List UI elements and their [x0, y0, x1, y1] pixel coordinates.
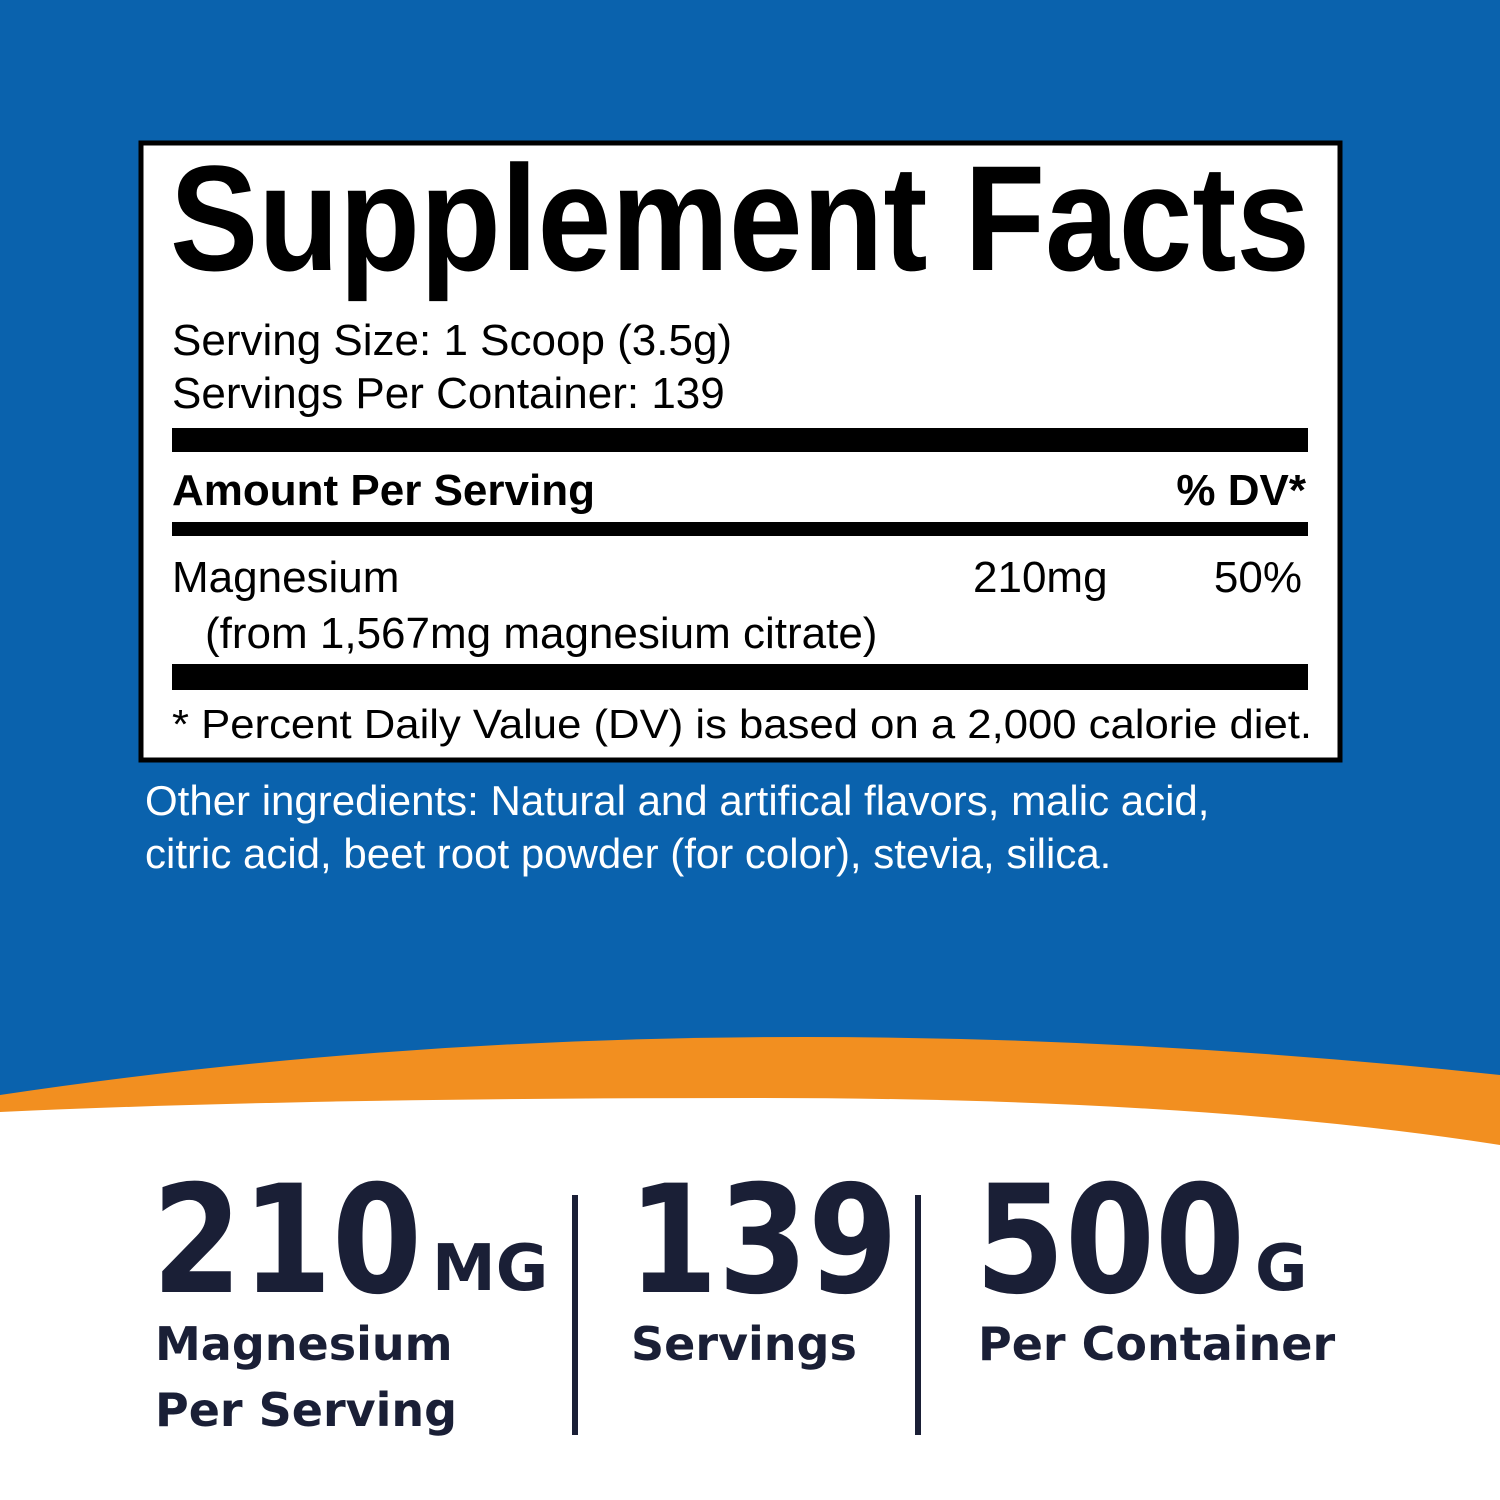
- nutrient-amount: 210mg: [973, 553, 1108, 602]
- label-title: Supplement Facts: [170, 134, 1310, 302]
- other-ingredients: citric acid, beet root powder (for color…: [145, 830, 1111, 877]
- nutrient-source: (from 1,567mg magnesium citrate): [205, 609, 877, 658]
- white-background: [0, 1098, 1500, 1500]
- nutrient-dv: 50%: [1214, 553, 1302, 602]
- divider: [572, 1195, 578, 1435]
- nutrient-name: Magnesium: [172, 553, 399, 602]
- servings-per-container: Servings Per Container: 139: [172, 369, 725, 418]
- thin-rule: [172, 522, 1308, 536]
- stat-caption: Magnesium: [155, 1317, 453, 1371]
- thick-rule: [172, 664, 1308, 690]
- other-ingredients: Other ingredients: Natural and artifical…: [145, 777, 1209, 824]
- stat-value: 210: [152, 1154, 422, 1328]
- stat-unit: MG: [432, 1232, 548, 1306]
- facts-label: Supplement Facts Serving Size: 1 Scoop (…: [138, 134, 1343, 763]
- stat-value: 500: [975, 1154, 1245, 1328]
- divider: [915, 1195, 921, 1435]
- header-dv: % DV*: [1176, 466, 1306, 515]
- stat-value: 139: [628, 1154, 898, 1328]
- thick-rule: [172, 428, 1308, 452]
- header-amount: Amount Per Serving: [172, 466, 595, 515]
- stat-caption: Servings: [631, 1317, 857, 1371]
- stat-caption: Per Serving: [155, 1383, 457, 1437]
- stat-caption: Per Container: [978, 1317, 1335, 1371]
- stat-unit: G: [1255, 1232, 1308, 1306]
- serving-size: Serving Size: 1 Scoop (3.5g): [172, 316, 732, 365]
- footnote: * Percent Daily Value (DV) is based on a…: [172, 701, 1312, 747]
